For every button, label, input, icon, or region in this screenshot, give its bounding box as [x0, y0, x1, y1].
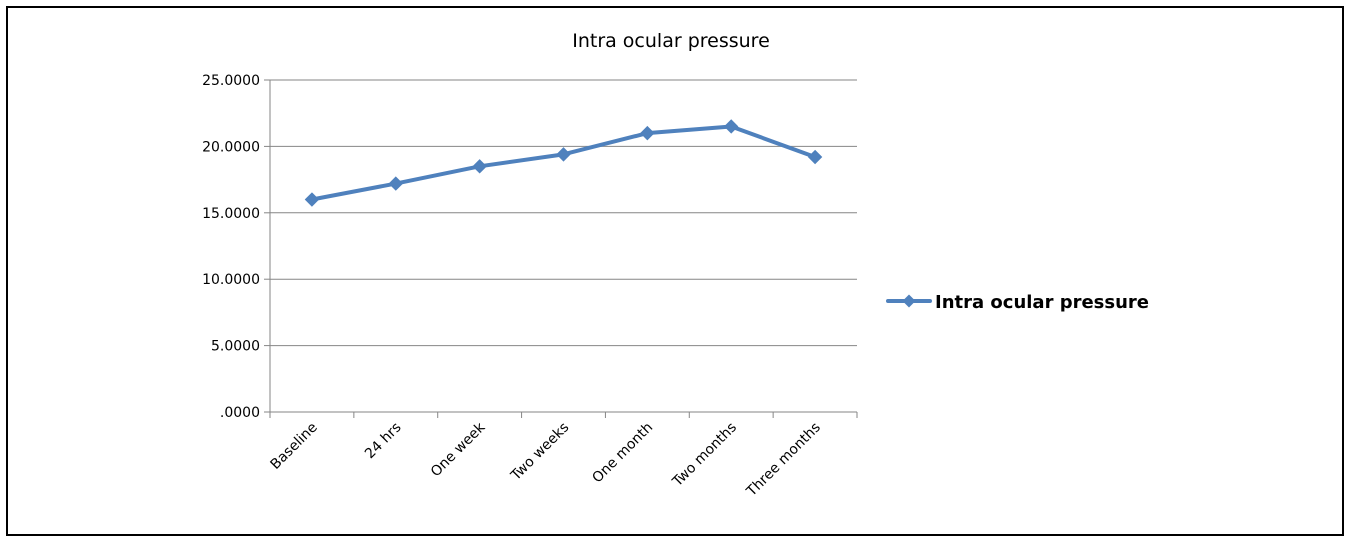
y-tick-label: .0000 — [220, 405, 260, 421]
legend-marker — [902, 294, 916, 308]
x-tick-label: One month — [589, 420, 656, 487]
y-tick-label: 15.0000 — [202, 206, 260, 222]
data-point-marker — [807, 149, 823, 165]
data-point-marker — [724, 119, 739, 134]
data-point-marker — [388, 176, 403, 191]
x-tick-label: Three months — [743, 420, 824, 501]
data-point-marker — [304, 192, 320, 207]
y-tick-label: 25.0000 — [202, 73, 260, 89]
data-point-marker — [472, 159, 487, 174]
series-line — [309, 124, 818, 202]
x-tick-label: 24 hrs — [362, 420, 405, 463]
y-tick-label: 20.0000 — [202, 139, 260, 155]
x-tick-label: Two weeks — [507, 420, 572, 485]
data-point-marker — [640, 125, 655, 141]
chart-title: Intra ocular pressure — [572, 30, 770, 52]
legend: Intra ocular pressure — [886, 292, 1149, 313]
y-tick-label: 5.0000 — [211, 339, 260, 355]
x-axis-tick-labels: Baseline 24 hrs One week Two weeks One month… — [267, 419, 823, 500]
gridlines — [270, 79, 857, 347]
data-point-marker — [556, 147, 571, 162]
series-layer — [304, 119, 823, 207]
y-tick-label: 10.0000 — [202, 272, 260, 288]
x-tick-label: Baseline — [267, 420, 320, 473]
x-tick-label: Two months — [669, 420, 740, 491]
y-axis-tick-labels: 25.0000 20.0000 15.0000 10.0000 5.0000 .0000 — [202, 73, 260, 421]
axes — [264, 79, 858, 418]
chart-frame — [6, 6, 1344, 536]
legend-label: Intra ocular pressure — [935, 292, 1149, 313]
x-tick-label: One week — [428, 419, 489, 480]
